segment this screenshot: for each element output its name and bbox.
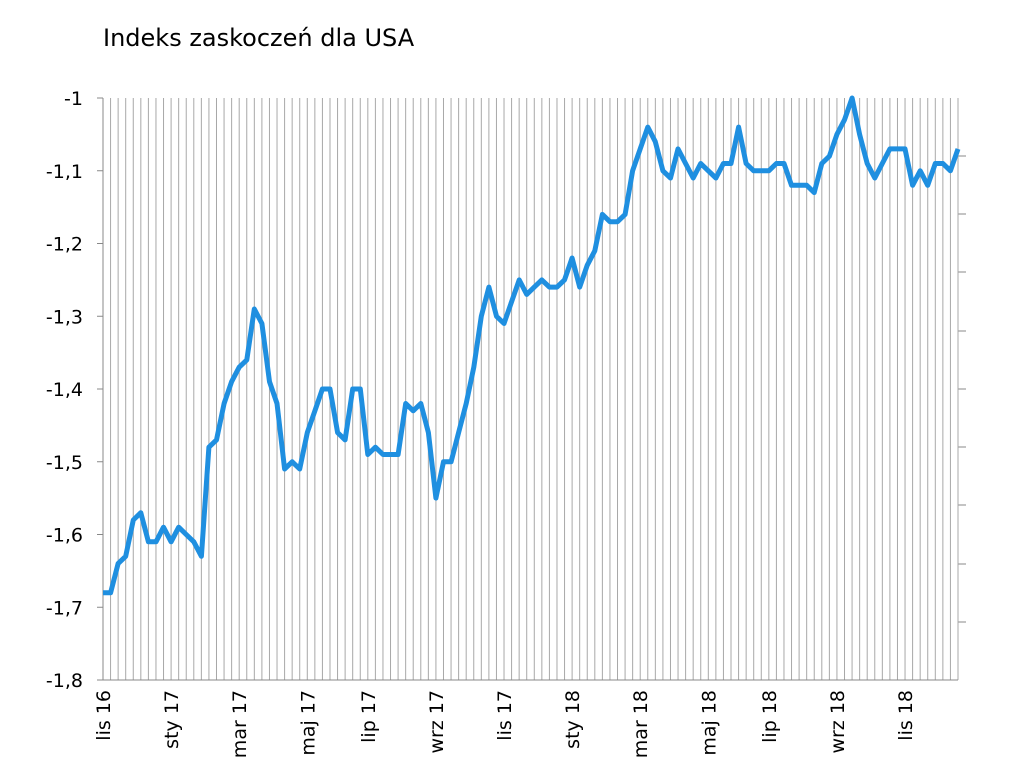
chart-title: Indeks zaskoczeń dla USA bbox=[103, 24, 415, 52]
x-tick-label: wrz 18 bbox=[827, 690, 849, 754]
y-tick-label: -1,8 bbox=[46, 670, 83, 692]
y-tick-label: -1 bbox=[64, 88, 83, 110]
x-tick-label: sty 18 bbox=[562, 690, 584, 749]
y-tick-label: -1,6 bbox=[46, 525, 83, 547]
y-tick-label: -1,7 bbox=[46, 597, 83, 619]
x-tick-label: wrz 17 bbox=[426, 690, 448, 754]
right-ticks bbox=[958, 155, 966, 623]
x-tick-label: mar 18 bbox=[630, 690, 652, 758]
x-tick-label: lis 17 bbox=[494, 690, 516, 741]
data-line bbox=[103, 95, 961, 596]
x-tick-label: lip 18 bbox=[759, 690, 781, 743]
y-tick-label: -1,2 bbox=[46, 234, 83, 256]
y-tick-label: -1,3 bbox=[46, 306, 83, 328]
x-tick-label: lip 17 bbox=[358, 690, 380, 743]
x-tick-label: mar 17 bbox=[229, 690, 251, 758]
x-tick-label: lis 18 bbox=[895, 690, 917, 741]
x-tick-label: maj 18 bbox=[698, 690, 720, 756]
x-tick-label: maj 17 bbox=[297, 690, 319, 756]
x-tick-label: lis 16 bbox=[93, 690, 115, 741]
y-tick-label: -1,4 bbox=[46, 379, 83, 401]
y-tick-label: -1,5 bbox=[46, 452, 83, 474]
y-tick-label: -1,1 bbox=[46, 161, 83, 183]
x-tick-label: sty 17 bbox=[161, 690, 183, 749]
